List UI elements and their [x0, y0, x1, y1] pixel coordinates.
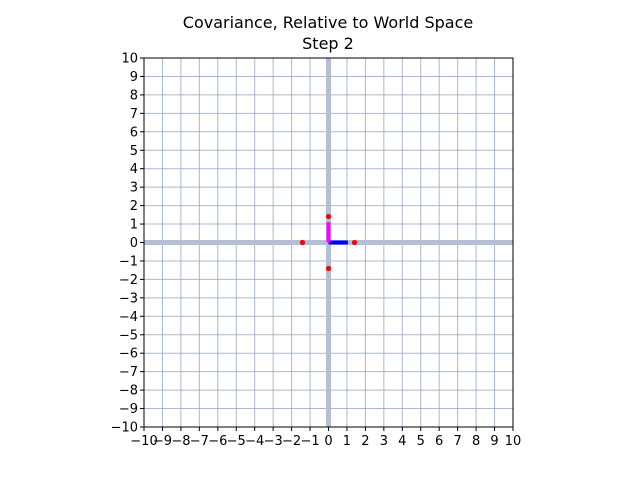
- y-tick-label: 10: [121, 52, 138, 67]
- x-tick-label: −9: [153, 434, 172, 449]
- x-tick-label: −8: [171, 434, 190, 449]
- x-tick-label: 8: [472, 434, 480, 449]
- data-point: [299, 239, 306, 246]
- chart-title: Covariance, Relative to World Space: [183, 13, 473, 32]
- y-tick-label: −2: [119, 273, 138, 288]
- x-tick-label: 6: [435, 434, 443, 449]
- y-tick-label: −8: [119, 384, 138, 399]
- x-tick-label: 3: [380, 434, 388, 449]
- y-tick-label: 1: [130, 218, 138, 233]
- y-tick-label: −4: [119, 310, 138, 325]
- x-tick-label: −6: [208, 434, 227, 449]
- x-tick-label: 1: [343, 434, 351, 449]
- x-tick-label: −5: [227, 434, 246, 449]
- y-tick-label: 7: [130, 107, 138, 122]
- y-tick-label: 2: [130, 199, 138, 214]
- x-tick-label: 0: [324, 434, 332, 449]
- x-tick-label: 4: [398, 434, 406, 449]
- y-tick-label: −1: [119, 254, 138, 269]
- x-tick-label: −10: [130, 434, 157, 449]
- y-tick-label: −10: [111, 421, 138, 436]
- y-tick-label: −6: [119, 347, 138, 362]
- x-tick-label: 10: [505, 434, 522, 449]
- chart-subtitle: Step 2: [302, 34, 354, 53]
- x-tick-label: −4: [245, 434, 264, 449]
- y-tick-label: −3: [119, 291, 138, 306]
- y-tick-label: −7: [119, 365, 138, 380]
- y-tick-label: 8: [130, 88, 138, 103]
- x-tick-label: 9: [490, 434, 498, 449]
- x-tick-label: 2: [361, 434, 369, 449]
- plot-area: [143, 57, 514, 428]
- x-tick-label: −7: [190, 434, 209, 449]
- x-axis-ticks: −10−9 −8 −7 −6 −5 −4 −3 −2 −1 0 1 2 3 4 5 6 7 8 9 10: [130, 427, 521, 449]
- y-tick-label: 9: [130, 70, 138, 85]
- y-tick-label: 5: [130, 144, 138, 159]
- y-tick-label: 0: [130, 236, 138, 251]
- x-tick-label: −1: [300, 434, 319, 449]
- y-tick-label: −9: [119, 402, 138, 417]
- data-points: [299, 213, 358, 272]
- y-tick-label: −5: [119, 328, 138, 343]
- y-tick-label: 3: [130, 181, 138, 196]
- x-tick-label: −2: [282, 434, 301, 449]
- y-tick-label: 6: [130, 125, 138, 140]
- x-tick-label: 5: [417, 434, 425, 449]
- data-point: [351, 239, 358, 246]
- basis-vectors: [326, 222, 348, 245]
- data-point: [325, 213, 332, 220]
- x-tick-label: 7: [454, 434, 462, 449]
- y-tick-label: 4: [130, 162, 138, 177]
- x-tick-label: −3: [264, 434, 283, 449]
- data-point: [325, 265, 332, 272]
